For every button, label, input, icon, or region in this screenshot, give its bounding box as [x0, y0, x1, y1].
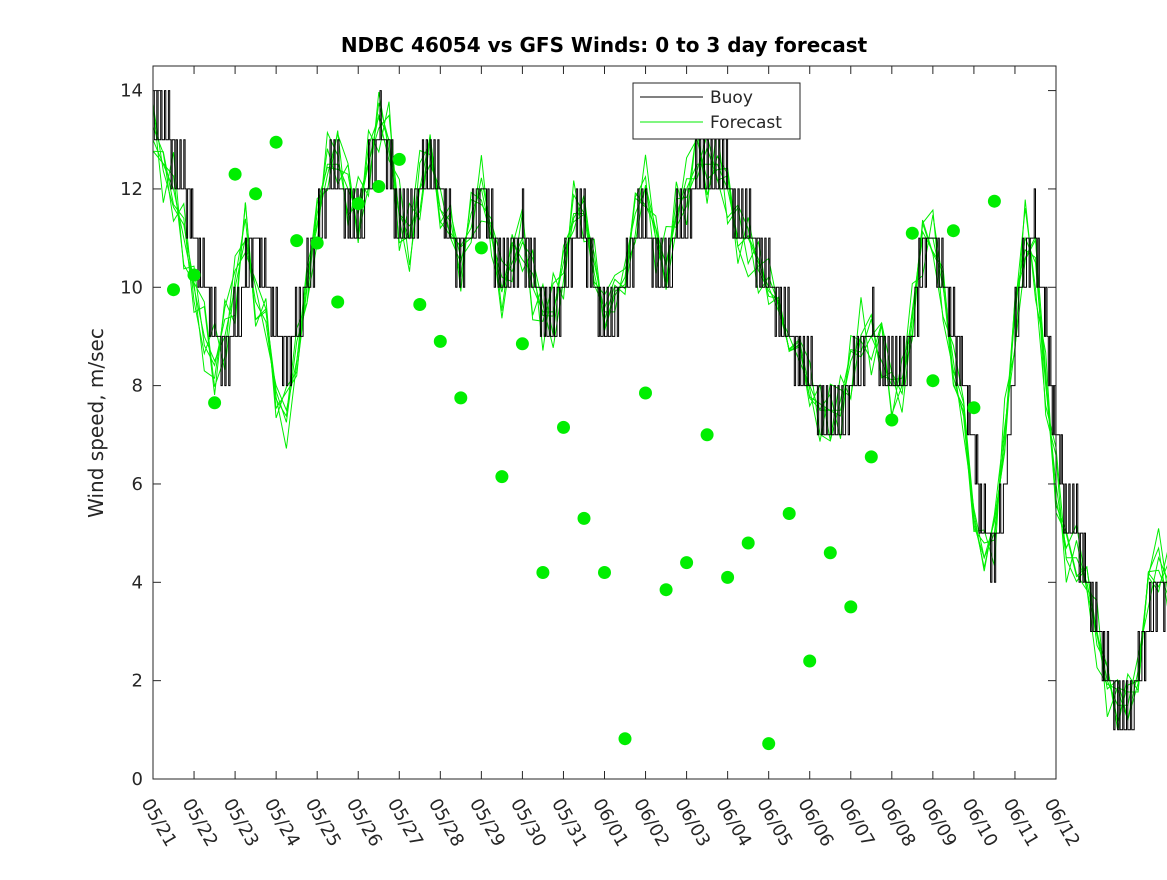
forecast-marker	[577, 511, 591, 525]
forecast-marker	[618, 732, 632, 746]
buoy-line	[153, 90, 1167, 731]
x-tick-label: 06/08	[875, 795, 919, 850]
x-tick-label: 05/27	[383, 795, 427, 850]
y-tick-label: 8	[132, 376, 143, 397]
forecast-marker	[167, 283, 180, 297]
x-tick-label: 06/12	[1040, 795, 1084, 850]
forecast-marker	[557, 420, 570, 434]
forecast-marker	[598, 566, 611, 579]
forecast-marker	[515, 337, 529, 351]
forecast-marker	[413, 298, 427, 311]
forecast-marker	[454, 391, 468, 405]
x-tick-label: 05/29	[465, 795, 509, 850]
forecast-marker	[741, 536, 755, 550]
x-tick-label: 06/09	[917, 795, 961, 850]
forecast-marker	[680, 556, 694, 570]
forecast-marker	[905, 226, 919, 240]
legend-label-buoy: Buoy	[710, 88, 753, 108]
forecast-marker	[392, 152, 406, 166]
forecast-marker	[269, 135, 283, 149]
x-tick-label: 05/25	[301, 795, 345, 850]
forecast-marker	[351, 197, 365, 211]
y-tick-label: 0	[132, 769, 143, 790]
x-tick-label: 05/26	[342, 795, 386, 850]
x-tick-label: 06/02	[629, 795, 673, 850]
forecast-marker	[721, 570, 735, 584]
forecast-marker	[987, 194, 1001, 208]
x-tick-label: 06/11	[999, 795, 1043, 850]
forecast-marker	[803, 654, 817, 668]
legend-box	[632, 82, 801, 140]
forecast-marker	[310, 236, 324, 250]
legend: Buoy Forecast	[632, 82, 801, 140]
y-tick-label: 2	[132, 671, 143, 692]
chart-title: NDBC 46054 vs GFS Winds: 0 to 3 day fore…	[341, 33, 868, 57]
x-tick-label: 06/05	[752, 795, 796, 850]
x-tick-label: 05/24	[260, 795, 304, 850]
forecast-marker	[782, 507, 796, 520]
series-layer	[152, 90, 1167, 731]
marker-layer	[167, 135, 1001, 751]
y-tick-label: 6	[132, 474, 143, 495]
forecast-marker	[474, 241, 488, 255]
forecast-marker	[187, 268, 201, 282]
x-tick-label: 05/31	[547, 795, 591, 850]
forecast-marker	[823, 546, 837, 560]
forecast-marker	[967, 401, 981, 415]
forecast-marker	[433, 334, 447, 348]
y-axis-label: Wind speed, m/sec	[84, 328, 108, 518]
y-tick-label: 12	[120, 179, 143, 200]
forecast-marker	[228, 167, 242, 181]
forecast-marker	[249, 187, 263, 201]
y-tick-label: 4	[132, 572, 143, 593]
y-tick-label: 14	[120, 81, 143, 102]
forecast-marker	[885, 413, 899, 427]
y-axis: 0 2 4 6 8 10 12 14	[120, 81, 1056, 790]
x-tick-label: 05/21	[137, 795, 181, 850]
x-tick-label: 05/28	[424, 795, 468, 850]
x-tick-label: 05/30	[506, 795, 550, 850]
x-tick-label: 06/07	[834, 795, 878, 850]
forecast-marker	[331, 295, 345, 309]
forecast-marker	[659, 583, 673, 597]
x-tick-label: 05/23	[219, 795, 263, 850]
forecast-marker	[762, 737, 776, 751]
forecast-marker	[864, 450, 878, 464]
forecast-marker	[844, 600, 858, 614]
x-tick-label: 06/03	[670, 795, 714, 850]
plot-background	[153, 66, 1056, 779]
forecast-marker	[372, 180, 386, 193]
x-tick-label: 06/06	[793, 795, 837, 850]
y-tick-label: 10	[120, 277, 143, 298]
forecast-marker	[536, 566, 550, 579]
forecast-marker	[208, 396, 222, 410]
forecast-marker	[926, 374, 940, 388]
x-tick-label: 06/10	[958, 795, 1002, 850]
forecast-marker	[700, 428, 714, 442]
forecast-marker	[495, 470, 509, 484]
x-tick-label: 05/22	[178, 795, 222, 850]
forecast-marker	[639, 386, 652, 400]
x-tick-label: 06/04	[711, 795, 755, 850]
x-tick-label: 06/01	[588, 795, 632, 850]
forecast-marker	[946, 224, 960, 238]
forecast-marker	[290, 234, 304, 248]
legend-label-forecast: Forecast	[710, 113, 782, 133]
